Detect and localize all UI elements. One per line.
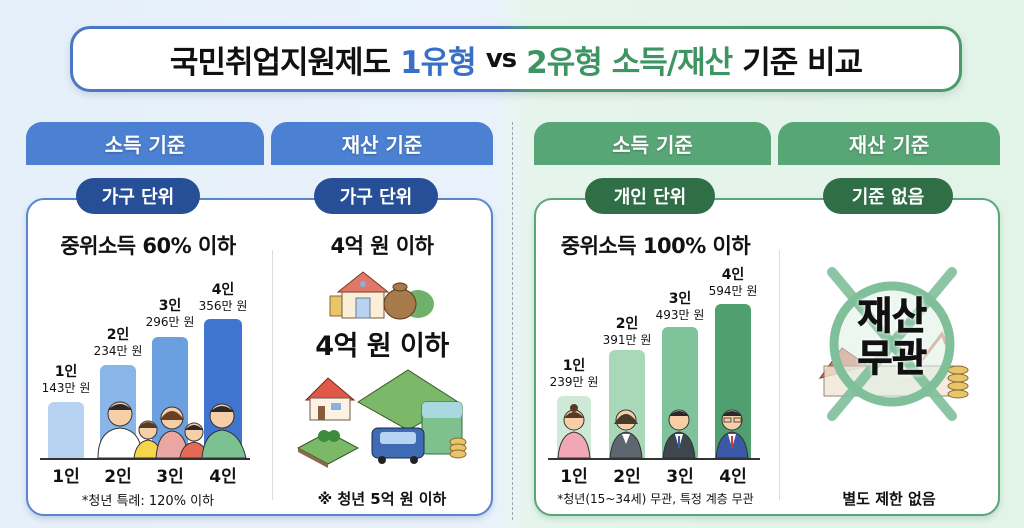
type2-income-unit-pill: 개인 단위 <box>585 178 715 214</box>
bar-label-1: 1인 143만 원 <box>41 364 91 395</box>
x-label-3: 3인 <box>156 467 184 487</box>
panel-separator <box>779 250 780 500</box>
bar-label-4: 4인 356만 원 <box>198 282 248 313</box>
stamp-line-1: 재산 <box>857 294 927 338</box>
bar-1-person <box>48 402 84 458</box>
house-coins-moneybag-icon <box>329 271 434 320</box>
title-suffix: 기준 비교 <box>742 44 863 81</box>
property-irrelevant-stamp-icon <box>818 267 969 421</box>
title-type2: 2유형 <box>526 44 603 81</box>
type1-income-note: *청년 특례: 120% 이하 <box>81 494 215 509</box>
x-label-4: 4인 <box>209 467 237 487</box>
type2-asset-unit-pill: 기준 없음 <box>823 178 953 214</box>
type-divider <box>512 122 513 520</box>
bar-label-2: 2인 234만 원 <box>93 327 143 358</box>
individuals-illustration-icon <box>557 404 749 459</box>
title-suffix-green: 소득/재산 <box>611 44 733 81</box>
type1-asset-heading: 4억 원 이하 <box>330 234 434 258</box>
title-type1: 1유형 <box>400 44 477 81</box>
type2-asset-note: 별도 제한 없음 <box>842 490 936 508</box>
x-label-4: 4인 <box>719 467 747 487</box>
title-banner: 국민취업지원제도 1유형 vs 2유형 소득/재산 기준 비교 <box>70 26 962 92</box>
house-land-car-card-coins-icon <box>296 369 467 468</box>
chart-baseline <box>548 458 760 460</box>
title-prefix: 국민취업지원제도 <box>169 44 391 81</box>
x-label-2: 2인 <box>104 467 132 487</box>
panel-separator <box>272 250 273 500</box>
type2-asset-tab: 재산 기준 <box>778 122 1000 165</box>
stamp-text: 재산 무관 <box>812 294 972 380</box>
stamp-line-2: 무관 <box>857 335 927 380</box>
family-illustration-icon <box>97 401 247 459</box>
bar-label-2: 2인 391만 원 <box>602 316 652 347</box>
type1-income-unit-pill: 가구 단위 <box>76 178 200 214</box>
page-title: 국민취업지원제도 1유형 vs 2유형 소득/재산 기준 비교 <box>73 29 959 89</box>
chart-baseline <box>40 458 250 460</box>
type2-income-tab: 소득 기준 <box>534 122 771 165</box>
type1-asset-note: ※ 청년 5억 원 이하 <box>317 490 447 508</box>
x-label-3: 3인 <box>666 467 694 487</box>
x-label-1: 1인 <box>52 467 80 487</box>
x-label-1: 1인 <box>560 467 588 487</box>
type1-asset-unit-pill: 가구 단위 <box>314 178 438 214</box>
type1-income-tab: 소득 기준 <box>26 122 264 165</box>
type2-income-note: *청년(15~34세) 무관, 특정 계층 무관 <box>557 492 754 506</box>
bar-label-3: 3인 296만 원 <box>145 298 195 329</box>
bar-label-3: 3인 493만 원 <box>655 291 705 322</box>
title-vs: vs <box>485 44 517 74</box>
x-label-2: 2인 <box>613 467 641 487</box>
type1-asset-tab: 재산 기준 <box>271 122 493 165</box>
type1-income-heading: 중위소득 60% 이하 <box>60 234 236 258</box>
bar-label-4: 4인 594만 원 <box>708 267 758 298</box>
type1-asset-heading-large: 4억 원 이하 <box>315 331 449 362</box>
type2-income-heading: 중위소득 100% 이하 <box>560 234 751 258</box>
bar-label-1: 1인 239만 원 <box>549 358 599 389</box>
